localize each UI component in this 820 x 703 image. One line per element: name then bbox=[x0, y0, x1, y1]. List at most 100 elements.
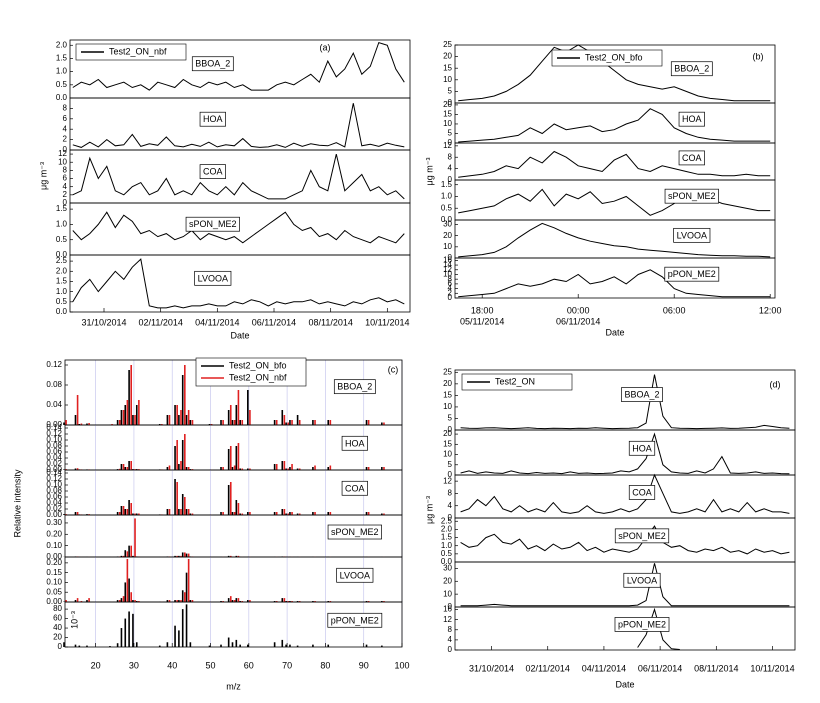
y-tick-label: 12 bbox=[58, 149, 67, 158]
bar bbox=[229, 555, 232, 557]
bar bbox=[296, 645, 299, 647]
bar bbox=[178, 509, 180, 515]
series-line bbox=[458, 269, 771, 298]
x-tick-label: 06:00 bbox=[663, 305, 686, 315]
panel-label: LVOOA bbox=[677, 230, 707, 240]
bar bbox=[247, 390, 249, 425]
y-tick-label: 0.08 bbox=[46, 486, 62, 495]
bar bbox=[189, 469, 192, 470]
x-tick-label: 08/11/2014 bbox=[308, 317, 352, 327]
bar bbox=[327, 467, 330, 470]
y-tick-label: 20 bbox=[443, 379, 452, 388]
bar bbox=[365, 512, 368, 515]
bar bbox=[381, 422, 383, 425]
bar bbox=[120, 410, 123, 425]
panel-label-box bbox=[664, 266, 720, 282]
legend-label: Test2_ON_nbf bbox=[229, 372, 287, 382]
y-tick-label: 20 bbox=[443, 576, 452, 585]
bar bbox=[220, 601, 222, 602]
bar bbox=[239, 513, 241, 515]
bar bbox=[220, 512, 222, 515]
bar bbox=[283, 509, 286, 515]
bar bbox=[383, 422, 385, 425]
series-line bbox=[460, 525, 790, 555]
bar bbox=[229, 596, 232, 602]
bar bbox=[78, 645, 81, 647]
y-tick-label: 5 bbox=[448, 129, 453, 138]
bar bbox=[296, 513, 299, 515]
bar bbox=[273, 642, 276, 647]
panel-label-box bbox=[199, 164, 226, 179]
y-tick-label: 20 bbox=[53, 633, 62, 642]
bar bbox=[120, 506, 123, 515]
bar bbox=[118, 420, 121, 425]
bar bbox=[134, 513, 136, 515]
y-tick-label: 10 bbox=[443, 270, 452, 279]
bar bbox=[249, 512, 251, 515]
y-tick-label: 10 bbox=[443, 75, 452, 84]
panel-frame bbox=[454, 257, 776, 299]
bar bbox=[298, 601, 301, 602]
x-tick-label: 04/11/2014 bbox=[582, 663, 626, 673]
bar bbox=[289, 644, 291, 647]
y-tick-label: 0.06 bbox=[46, 492, 62, 501]
bar bbox=[381, 513, 383, 515]
y-tick-label: 0.02 bbox=[46, 459, 62, 468]
y-tick-label: 1.5 bbox=[441, 533, 453, 542]
bar bbox=[128, 545, 130, 557]
bar bbox=[249, 468, 251, 470]
panel-label-box bbox=[614, 528, 670, 544]
panel-label-box bbox=[628, 440, 656, 456]
axis-annotation: 10⁻³ bbox=[69, 611, 79, 629]
bar bbox=[168, 509, 171, 515]
bar bbox=[174, 446, 176, 470]
y-tick-label: 15 bbox=[443, 110, 452, 119]
bar bbox=[227, 410, 230, 425]
bar bbox=[329, 420, 332, 425]
y-tick-label: 0 bbox=[448, 175, 453, 184]
bar bbox=[132, 415, 134, 425]
y-tick-label: 20 bbox=[443, 100, 452, 109]
y-tick-label: 1.5 bbox=[56, 54, 68, 63]
y-tick-label: 16 bbox=[443, 255, 452, 264]
bar bbox=[289, 420, 291, 425]
bar bbox=[180, 600, 182, 602]
bar bbox=[181, 494, 184, 515]
bar bbox=[231, 600, 234, 602]
bar bbox=[222, 512, 224, 515]
x-axis-label: Date bbox=[605, 327, 624, 337]
bar bbox=[314, 420, 316, 425]
bar bbox=[185, 467, 188, 470]
bar bbox=[229, 446, 232, 470]
y-tick-label: 10 bbox=[443, 402, 452, 411]
y-tick-label: 0.0 bbox=[56, 93, 68, 102]
panel-label: sPON_ME2 bbox=[618, 531, 666, 541]
panel-frame bbox=[64, 601, 403, 648]
bar bbox=[184, 497, 186, 515]
bar bbox=[86, 600, 88, 602]
bar bbox=[187, 553, 190, 557]
bar bbox=[120, 598, 123, 602]
y-tick-label: 2.5 bbox=[56, 256, 68, 265]
y-tick-label: 1.0 bbox=[56, 67, 68, 76]
bar bbox=[298, 420, 301, 425]
y-tick-label: 25 bbox=[443, 40, 452, 49]
y-tick-label: 15 bbox=[443, 63, 452, 72]
bar bbox=[383, 513, 385, 515]
y-tick-label: 12 bbox=[443, 265, 452, 274]
bar bbox=[235, 555, 238, 557]
y-tick-label: 0 bbox=[448, 253, 453, 262]
bar bbox=[124, 618, 127, 647]
bar bbox=[287, 422, 290, 425]
bar bbox=[314, 465, 316, 470]
bar bbox=[231, 420, 234, 425]
bar bbox=[120, 464, 123, 470]
bar bbox=[174, 625, 176, 647]
bar bbox=[281, 410, 284, 425]
bar bbox=[327, 512, 330, 515]
y-tick-label: 8 bbox=[448, 489, 453, 498]
bar bbox=[233, 512, 236, 515]
bar bbox=[128, 611, 130, 647]
y-tick-label: 0.10 bbox=[46, 435, 62, 444]
bar bbox=[285, 513, 287, 515]
